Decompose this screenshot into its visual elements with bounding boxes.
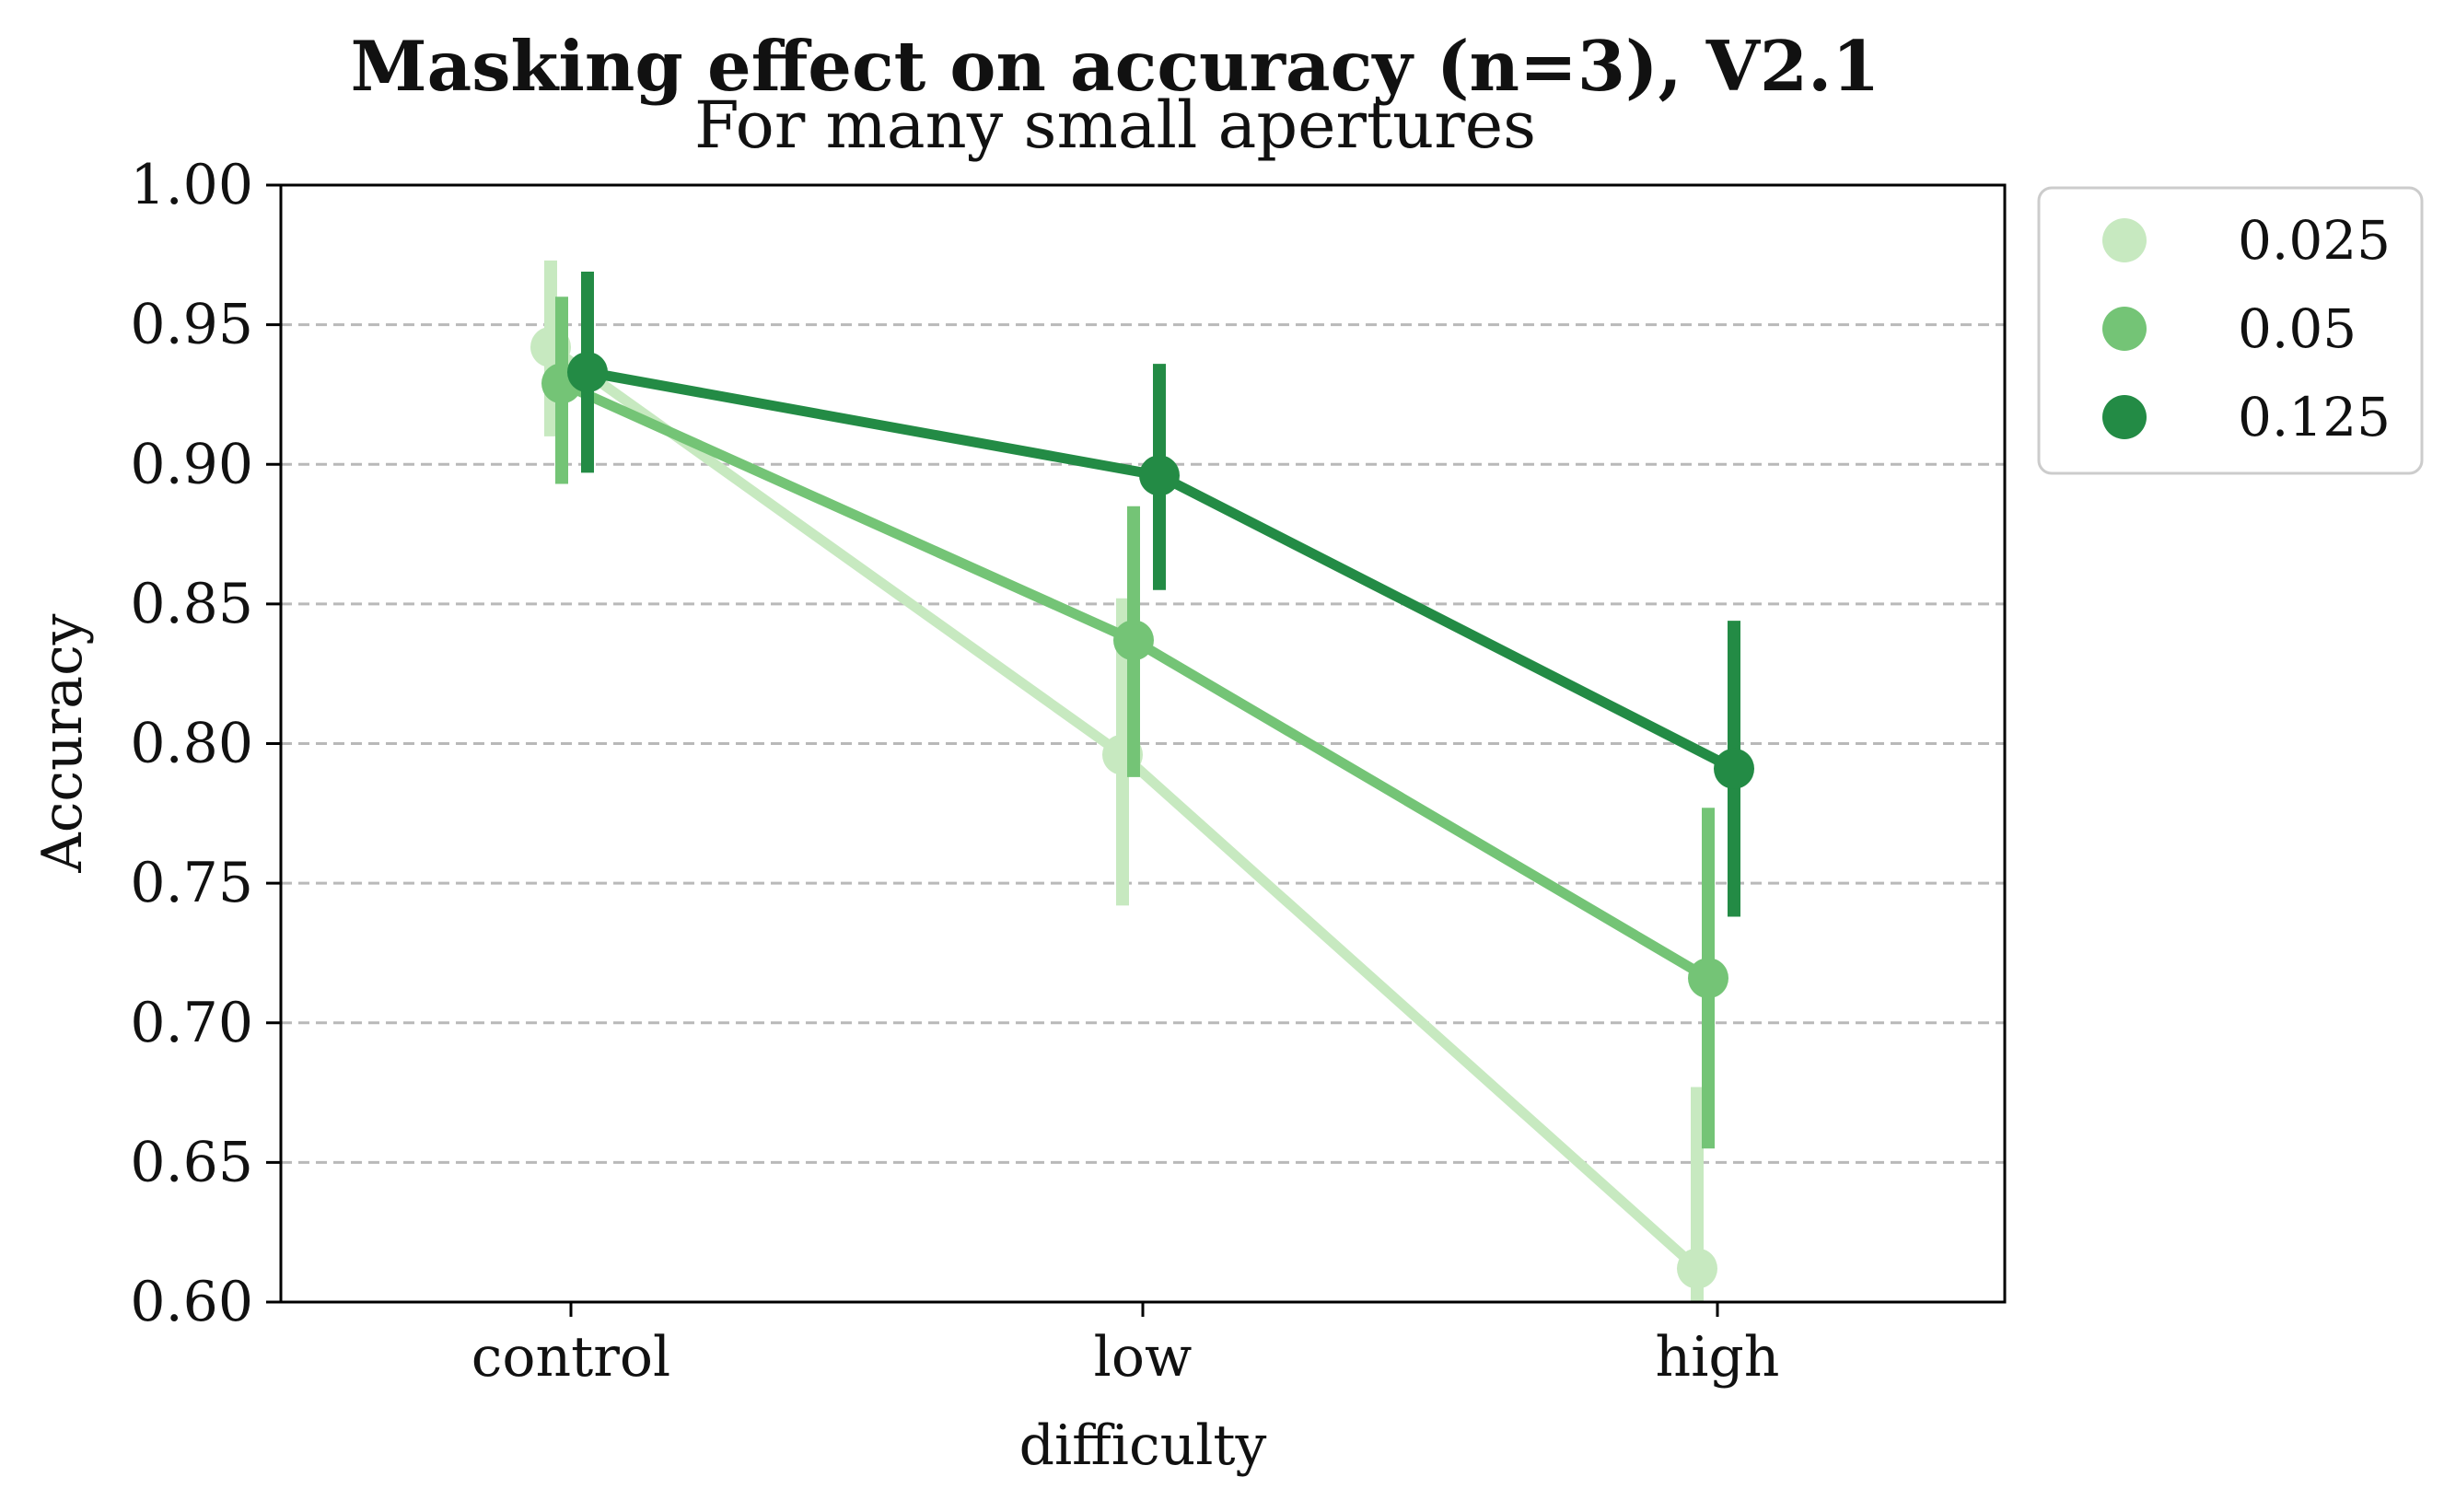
data-point-0.125 xyxy=(1714,748,1754,789)
y-tick-label: 1.00 xyxy=(130,153,253,217)
x-axis-label: difficulty xyxy=(1019,1413,1267,1478)
y-tick-label: 0.85 xyxy=(130,572,253,636)
legend-label-0.05: 0.05 xyxy=(2238,297,2357,360)
y-tick-label: 0.75 xyxy=(130,851,253,915)
grid-layer xyxy=(281,323,2005,1164)
x-tick-label: high xyxy=(1656,1325,1780,1390)
y-tick-label: 0.90 xyxy=(130,432,253,496)
legend-label-0.125: 0.125 xyxy=(2238,386,2391,448)
y-tick-label: 0.60 xyxy=(130,1270,253,1334)
chart-title: Masking effect on accuracy (n=3), V2.1 xyxy=(351,26,1880,107)
series-layer xyxy=(530,260,1754,1302)
data-point-0.025 xyxy=(1677,1248,1717,1289)
legend-label-0.025: 0.025 xyxy=(2238,209,2391,272)
y-tick-label: 0.65 xyxy=(130,1130,253,1194)
data-point-0.125 xyxy=(567,352,608,393)
data-point-0.05 xyxy=(1113,620,1154,661)
tick-layer: 0.60 0.65 0.70 0.75 0.80 0.85 0.90 0.95 1.00 cont… xyxy=(130,153,1779,1390)
legend-marker-0.05 xyxy=(2102,307,2147,351)
data-point-0.125 xyxy=(1139,455,1180,496)
x-tick-label: control xyxy=(471,1325,670,1390)
chart-subtitle: For many small apertures xyxy=(694,87,1536,163)
data-point-0.05 xyxy=(1688,958,1728,999)
legend: 0.025 0.05 0.125 xyxy=(2037,186,2424,475)
y-tick-label: 0.80 xyxy=(130,712,253,776)
x-tick-label: low xyxy=(1094,1325,1193,1390)
legend-marker-0.025 xyxy=(2102,218,2147,262)
legend-marker-0.125 xyxy=(2102,395,2147,439)
y-axis-label: Accuracy xyxy=(30,613,95,873)
series-group xyxy=(530,260,1754,1302)
y-tick-label: 0.95 xyxy=(130,293,253,357)
y-tick-label: 0.70 xyxy=(130,991,253,1055)
